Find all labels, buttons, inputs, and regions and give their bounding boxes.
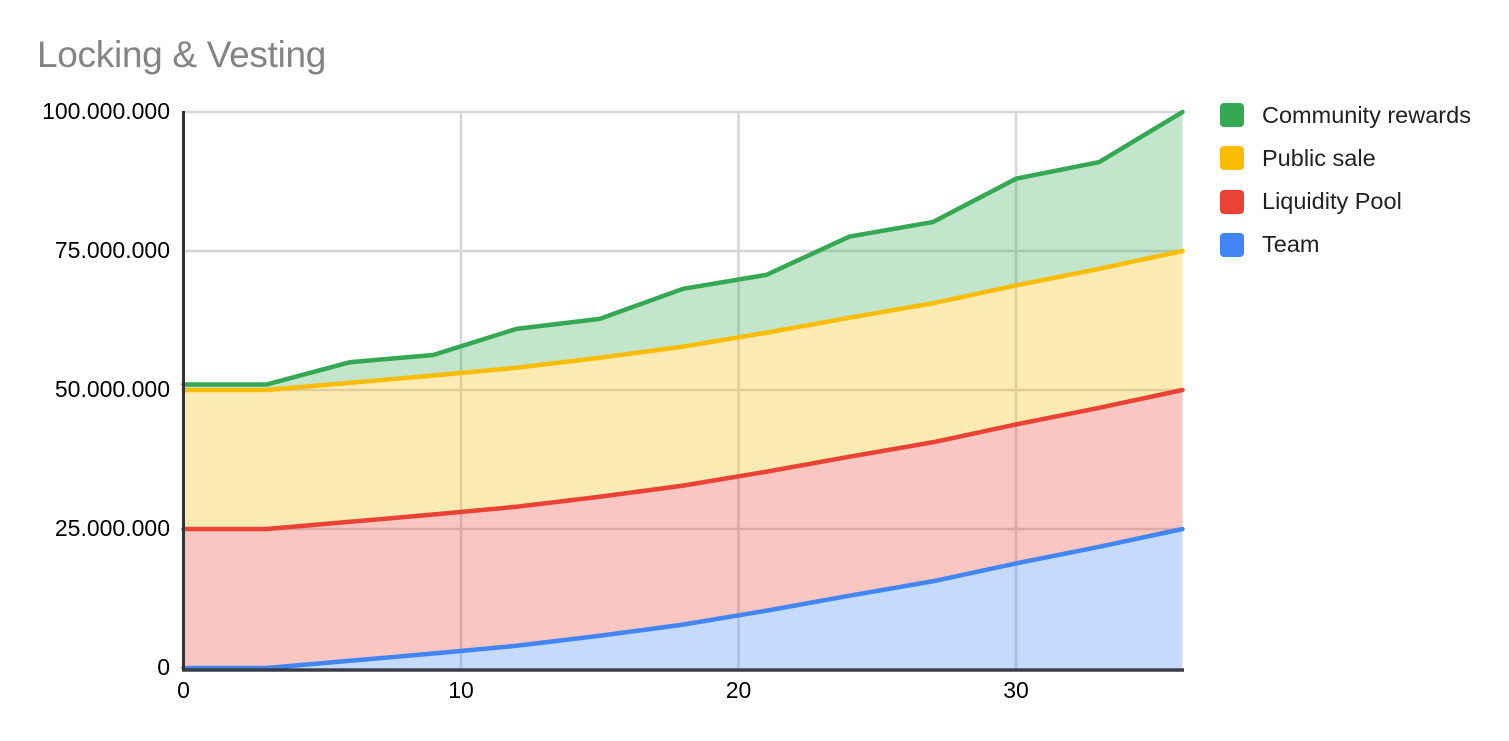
line-community-rewards xyxy=(181,109,1185,387)
area-community-rewards xyxy=(183,112,1183,390)
x-tick-label-20: 20 xyxy=(725,677,752,703)
line-liquidity-pool xyxy=(181,387,1185,532)
y-tick-label-50: 50.000.000 xyxy=(54,376,170,402)
chart-title: Locking & Vesting xyxy=(37,34,327,75)
legend-label: Community rewards xyxy=(1262,101,1471,128)
legend-item-community-rewards[interactable]: Community rewards xyxy=(1220,101,1471,128)
legend-item-public-sale[interactable]: Public sale xyxy=(1220,144,1376,171)
y-tick-label-0: 0 xyxy=(157,654,170,680)
legend-item-liquidity-pool[interactable]: Liquidity Pool xyxy=(1220,188,1402,215)
legend-swatch-public-sale xyxy=(1220,146,1244,171)
area-liquidity-pool xyxy=(183,390,1183,668)
area-public-sale xyxy=(183,251,1183,529)
area-team xyxy=(183,529,1183,668)
legend-label: Public sale xyxy=(1262,144,1376,171)
legend-swatch-community-rewards xyxy=(1220,103,1244,127)
y-tick-label-25: 25.000.000 xyxy=(54,515,170,541)
x-tick-label-30: 30 xyxy=(1003,677,1029,703)
legend-swatch-liquidity-pool xyxy=(1220,189,1244,214)
line-public-sale xyxy=(181,248,1185,393)
y-tick-label-75: 75.000.000 xyxy=(54,237,170,263)
legend-item-team[interactable]: Team xyxy=(1220,231,1320,258)
x-tick-label-0: 0 xyxy=(177,677,190,703)
x-tick-label-10: 10 xyxy=(448,677,474,703)
legend-swatch-team xyxy=(1220,232,1244,257)
legend-label: Team xyxy=(1262,231,1320,258)
y-tick-label-100: 100.000.000 xyxy=(42,98,170,124)
line-team xyxy=(181,526,1185,671)
legend-label: Liquidity Pool xyxy=(1262,188,1402,215)
